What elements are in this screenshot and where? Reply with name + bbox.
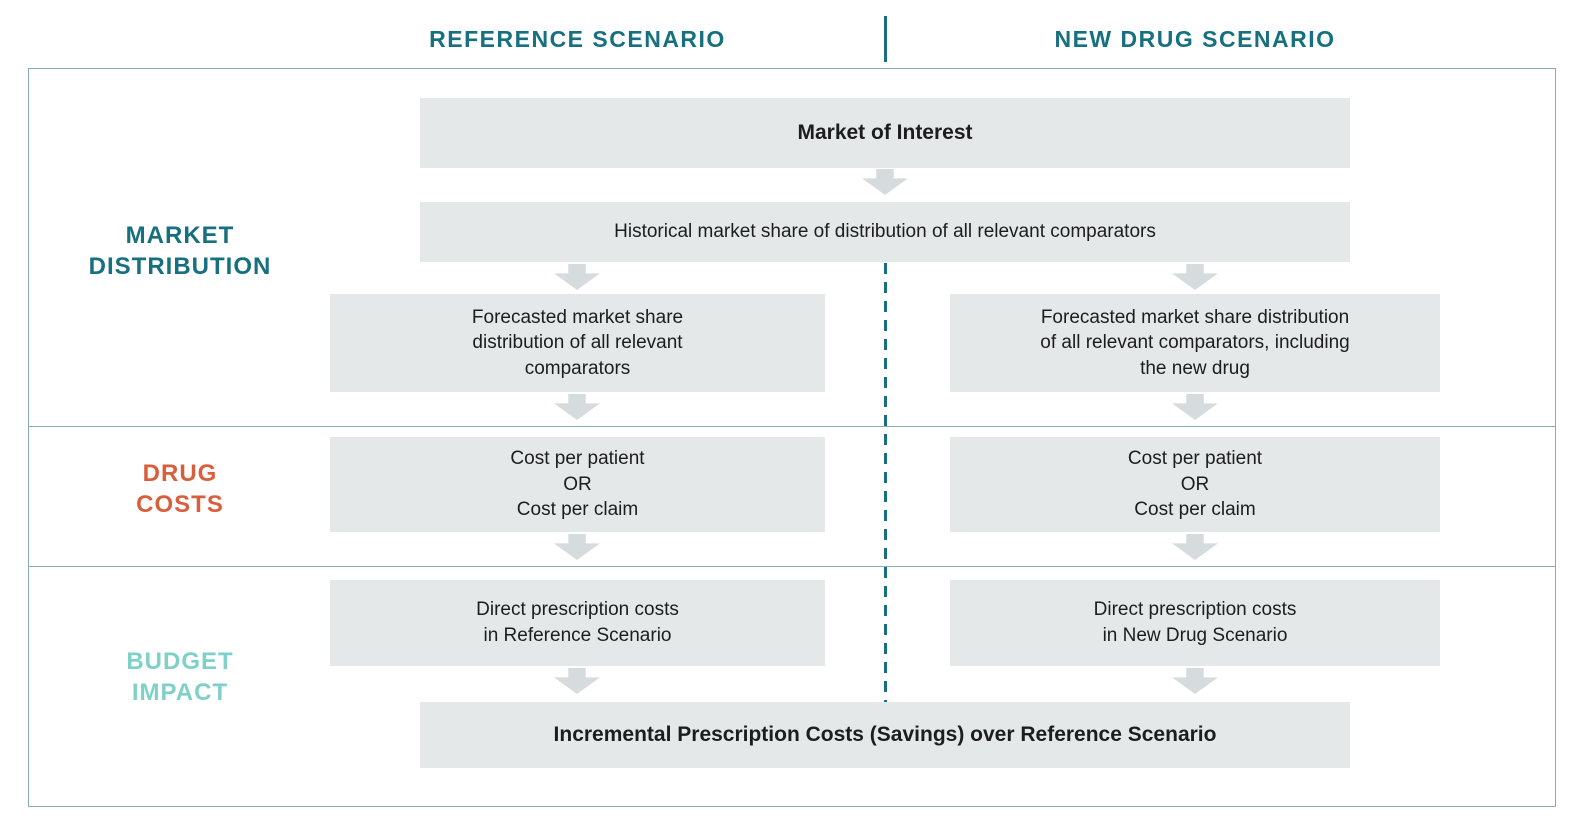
section-divider-market-drug xyxy=(28,426,1556,427)
box-incremental-costs: Incremental Prescription Costs (Savings)… xyxy=(420,702,1350,768)
box-direct-costs-reference: Direct prescription costs in Reference S… xyxy=(330,580,825,666)
row-label-market-distribution: MARKET DISTRIBUTION xyxy=(88,222,272,281)
box-direct-costs-new-drug: Direct prescription costs in New Drug Sc… xyxy=(950,580,1440,666)
reference-scenario-header: REFERENCE SCENARIO xyxy=(429,26,726,52)
box-forecast-reference: Forecasted market share distribution of … xyxy=(330,294,825,392)
diagram-frame xyxy=(28,68,1556,807)
box-cost-reference: Cost per patient OR Cost per claim xyxy=(330,437,825,532)
box-historical-market-share: Historical market share of distribution … xyxy=(420,202,1350,262)
box-forecast-new-drug: Forecasted market share distribution of … xyxy=(950,294,1440,392)
row-label-drug-costs: DRUG COSTS xyxy=(136,460,224,519)
new-drug-scenario-header: NEW DRUG SCENARIO xyxy=(1054,26,1336,52)
row-label-budget-impact: BUDGET IMPACT xyxy=(126,648,234,707)
box-cost-new-drug: Cost per patient OR Cost per claim xyxy=(950,437,1440,532)
scenario-dashed-divider xyxy=(884,263,887,704)
box-market-of-interest: Market of Interest xyxy=(420,98,1350,168)
section-divider-drug-budget xyxy=(28,566,1556,567)
header-divider xyxy=(884,16,887,62)
